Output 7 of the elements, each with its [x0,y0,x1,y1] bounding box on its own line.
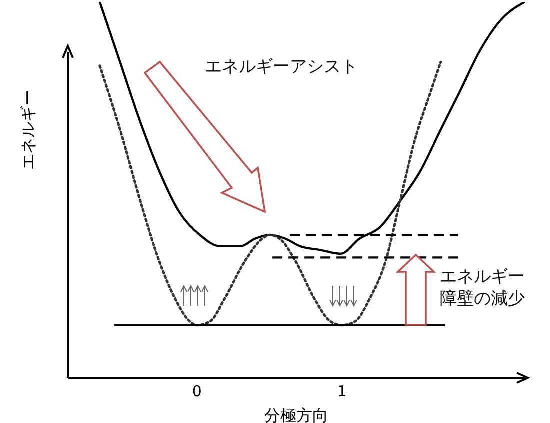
annotation: エネルギーアシスト [205,57,358,77]
y-axis-title: エネルギー [18,90,38,170]
x-axis-title: 分極方向 [264,406,328,423]
annotation: 障壁の減少 [440,289,525,309]
annotation: エネルギー [440,267,525,287]
x-tick-label: 1 [337,382,347,401]
x-tick-label: 0 [192,382,202,401]
